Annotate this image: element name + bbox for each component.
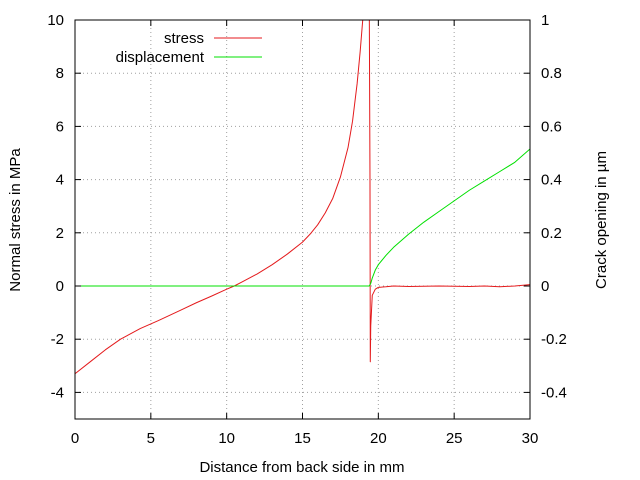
tick-labels: 0 5 10 15 20 25 30 -4 -2 0 2 4 6 8 10 -0.4 -0.2 0 0.2 0.4 0.… (47, 12, 567, 447)
y2-tick-label: -0.4 (541, 384, 567, 401)
y2-tick-label: 0.2 (541, 225, 562, 242)
plot-frame (74, 19, 531, 420)
y-tick-label: 0 (56, 278, 64, 295)
legend: stress displacement (116, 30, 262, 66)
y-tick-label: 10 (47, 12, 64, 29)
legend-label-stress: stress (164, 30, 204, 47)
y2-tick-label: 1 (541, 12, 549, 29)
x-tick-label: 20 (370, 430, 387, 447)
y2-tick-label: 0.6 (541, 118, 562, 135)
x-tick-label: 10 (218, 430, 235, 447)
y-tick-label: 8 (56, 65, 64, 82)
y-tick-label: 6 (56, 118, 64, 135)
legend-label-displacement: displacement (116, 49, 205, 66)
y2-tick-label: 0.4 (541, 172, 562, 189)
y2-tick-label: -0.2 (541, 331, 567, 348)
x-tick-label: 5 (147, 430, 155, 447)
grid (75, 20, 530, 419)
series-layer (75, 20, 530, 375)
y-tick-label: -2 (51, 331, 64, 348)
x-tick-label: 30 (522, 430, 539, 447)
y2-tick-label: 0 (541, 278, 549, 295)
y2-axis-label: Crack opening in µm (593, 151, 610, 289)
x-axis-label: Distance from back side in mm (199, 459, 404, 476)
x-tick-label: 0 (71, 430, 79, 447)
x-tick-label: 25 (446, 430, 463, 447)
y-tick-label: 2 (56, 225, 64, 242)
series-line-displacement (75, 148, 530, 287)
y-tick-label: 4 (56, 172, 64, 189)
x-tick-label: 15 (294, 430, 311, 447)
y2-tick-label: 0.8 (541, 65, 562, 82)
y-axis-label: Normal stress in MPa (7, 148, 24, 292)
ticks (74, 19, 531, 419)
y-tick-label: -4 (51, 384, 64, 401)
series-line-stress (75, 20, 530, 375)
